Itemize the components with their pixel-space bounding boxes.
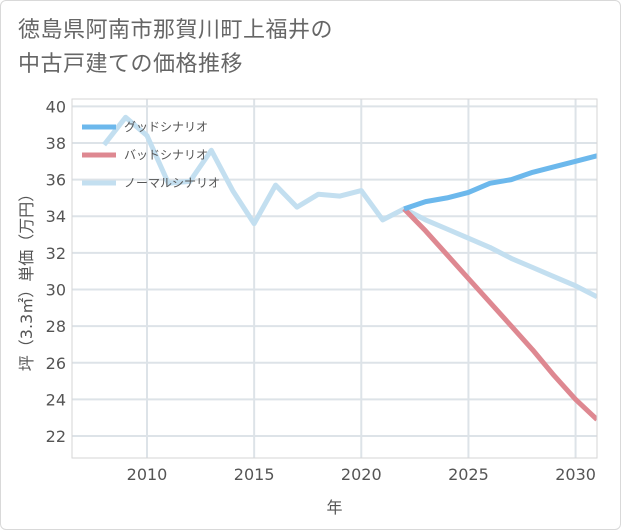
x-tick-label: 2020 (341, 465, 382, 484)
y-tick-label: 24 (46, 390, 66, 409)
y-tick-label: 32 (46, 244, 66, 263)
plot-border (71, 98, 598, 459)
series-line-2 (102, 114, 597, 300)
series-lines (102, 114, 597, 422)
x-tick-label: 2010 (127, 465, 168, 484)
chart-title-line-1: 徳島県阿南市那賀川町上福井の (18, 18, 334, 43)
x-axis-label: 年 (326, 498, 342, 517)
y-tick-label: 22 (46, 427, 66, 446)
series-line-0 (403, 153, 597, 212)
y-tick-label: 26 (46, 354, 66, 373)
legend-label-0: グッドシナリオ (124, 120, 208, 134)
chart-title-line-2: 中古戸建ての価格推移 (18, 52, 244, 77)
x-tick-label: 2030 (555, 465, 596, 484)
x-tick-label: 2025 (448, 465, 489, 484)
y-tick-label: 28 (46, 317, 66, 336)
y-tick-label: 34 (46, 207, 66, 226)
y-tick-label: 36 (46, 171, 66, 190)
y-tick-label: 30 (46, 280, 66, 299)
y-tick-label: 40 (46, 97, 66, 116)
x-tick-label: 2015 (234, 465, 275, 484)
axis-ticks: 2010 2015 2020 2025 2030 22 24 26 28 30 32 34 36 38 40 (46, 97, 596, 484)
legend-label-1: バッドシナリオ (124, 148, 208, 162)
series-line-1 (402, 207, 597, 422)
chart-title: 徳島県阿南市那賀川町上福井の 中古戸建ての価格推移 (18, 14, 578, 82)
legend-label-2: ノーマルシナリオ (124, 176, 220, 190)
y-tick-label: 38 (46, 134, 66, 153)
y-axis-label: 坪（3.3㎡）単価（万円） (17, 186, 36, 371)
